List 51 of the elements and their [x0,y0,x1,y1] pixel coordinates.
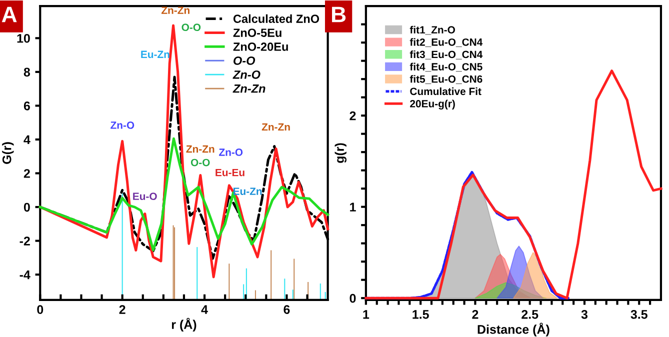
legend-label: fit2_Eu-O_CN4 [410,38,483,47]
chart-title: A [2,6,17,22]
legend-label: Calculated ZnO [233,14,320,23]
y-tick-label: 2 [350,111,356,120]
annotation: Zn-Zn [186,145,214,153]
annotation: Zn-O [110,122,134,129]
annotation: Eu-Zn [141,50,170,58]
x-tick-label: 1 [363,310,370,319]
legend-label: O-O [234,56,256,65]
annotation: Zn-Zn [161,6,190,14]
legend-label: fit3_Eu-O_CN4 [410,50,483,60]
legend-label: ZnO-5Eu [233,28,282,37]
x-tick-label: 4 [201,305,208,314]
x-tick-label: 2.5 [522,310,538,319]
y-tick-label: -4 [20,270,30,280]
y-tick-label: 2 [24,169,30,178]
legend-label: Zn-Zn [232,84,266,93]
x-tick-label: 0 [37,305,44,314]
x-axis-title: r (Å) [172,318,196,332]
y-axis-title: G(r) [2,142,14,164]
annotation: Eu-Zn [233,188,262,196]
y-axis-title: g(r) [334,143,346,163]
legend-label: ZnO-20Eu [233,42,288,51]
x-tick-label: 3.5 [630,310,648,319]
annotation: Eu-Eu [216,168,244,176]
y-tick-label: 10 [17,34,30,43]
legend-label: fit5_Eu-O_CN6 [410,75,482,84]
y-tick-label: 0 [350,294,356,303]
legend-label: Zn-O [232,70,260,79]
legend-label: Cumulative Fit [410,87,482,96]
annotation: Zn-Zn [262,123,290,131]
annotation: O-O [190,158,210,166]
legend-label: 20Eu-g(r) [410,100,455,110]
y-tick-label: 8 [24,68,30,77]
legend-label: fit4_Eu-O_CN5 [410,62,482,72]
annotation: Eu-O [133,192,157,200]
annotation: Zn-O [219,148,243,156]
legend-label: fit1_Zn-O [410,26,455,35]
x-tick-label: 2 [119,305,126,314]
y-tick-label: 0 [24,202,30,212]
x-axis-title: Distance (Å) [478,322,550,336]
chart-title: B [332,6,346,22]
y-tick-label: 1 [350,202,356,212]
x-tick-label: 6 [284,305,290,314]
x-tick-label: 2 [472,310,478,319]
annotation: O-O [182,24,201,32]
x-tick-label: 3 [581,310,588,319]
y-tick-label: -2 [20,236,30,246]
y-tick-label: 6 [24,102,30,110]
y-tick-label: 4 [24,135,30,144]
x-tick-label: 1.5 [412,310,429,319]
